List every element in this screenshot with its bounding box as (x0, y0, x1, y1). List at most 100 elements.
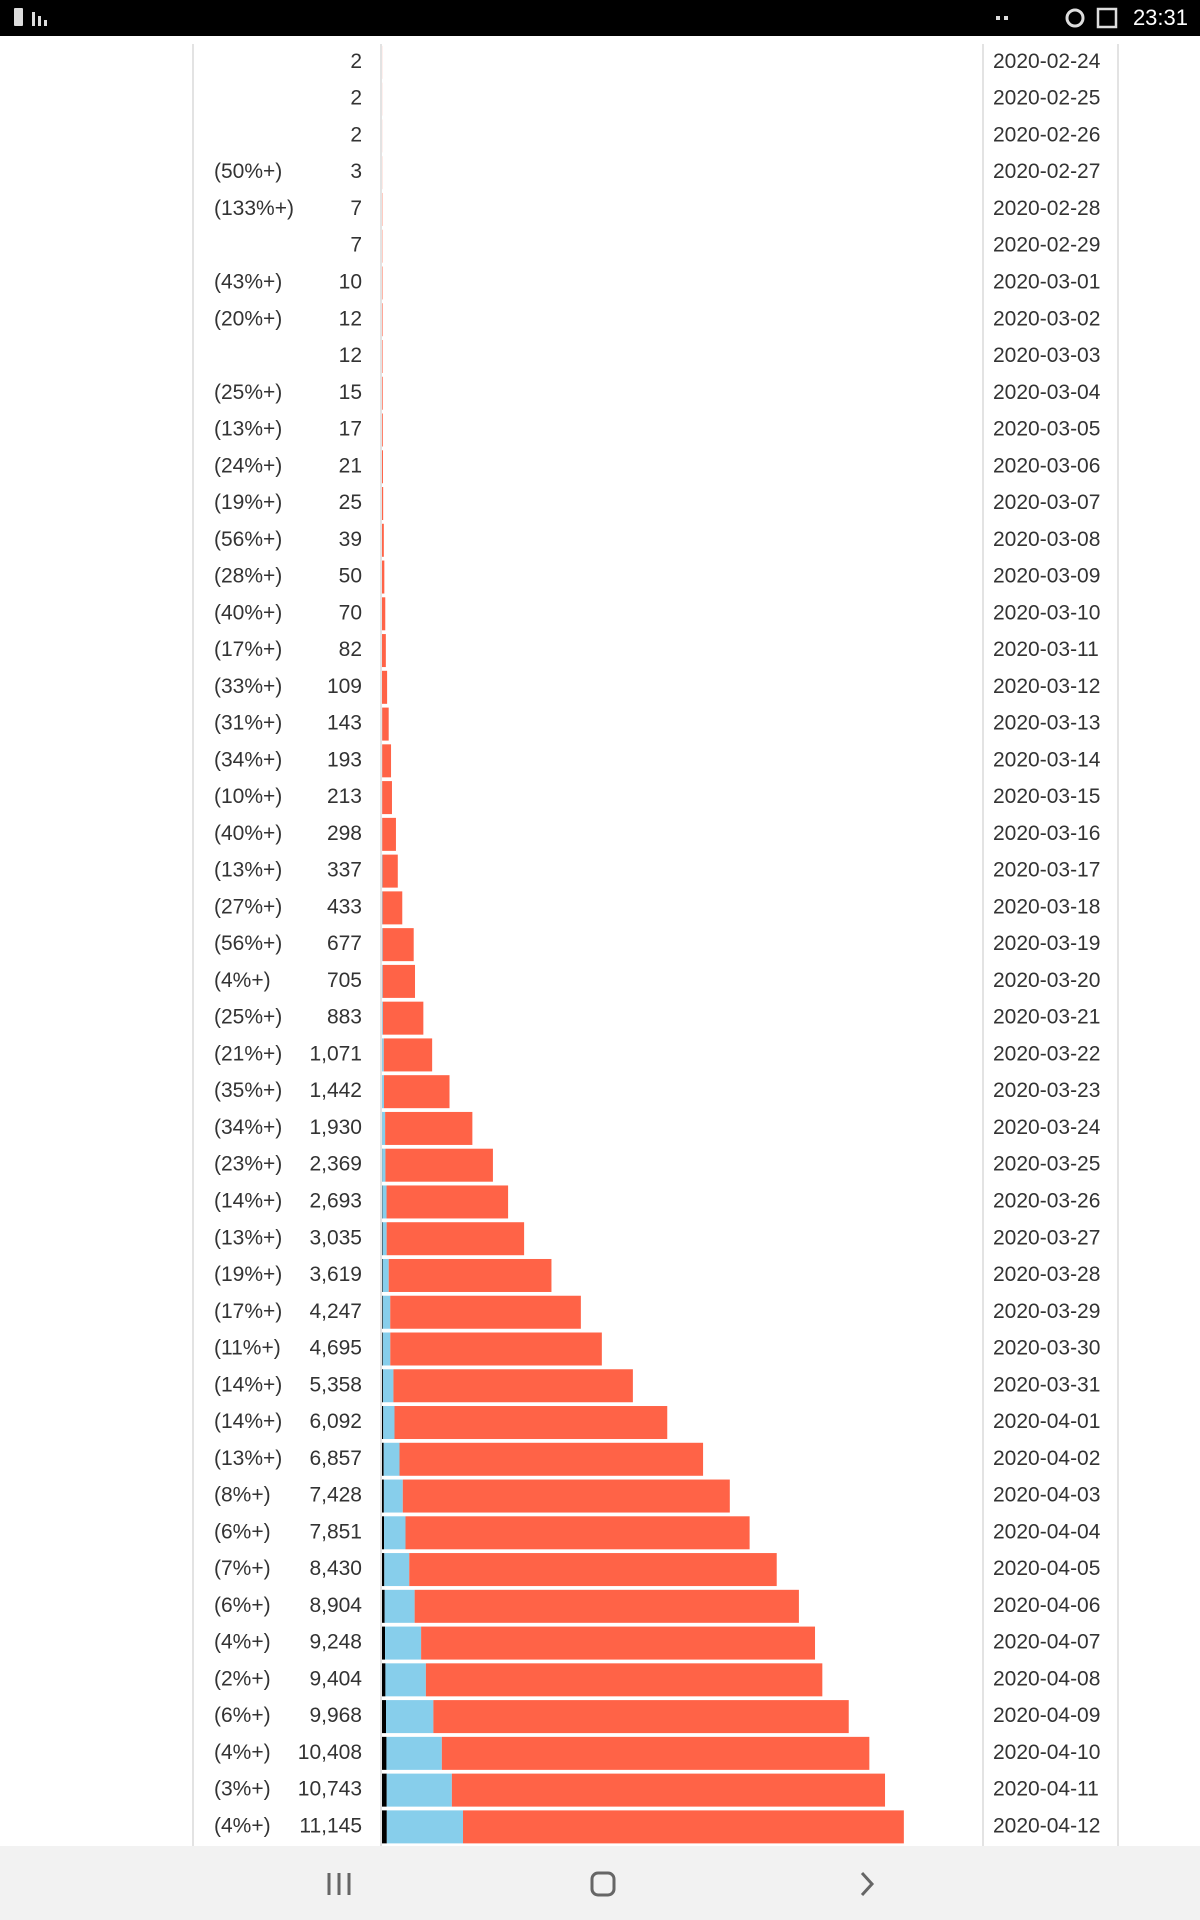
change-label: (133%+) (214, 197, 294, 220)
date-label: 2020-03-24 (993, 1116, 1101, 1139)
recovered-bar (382, 1111, 386, 1145)
recent-apps-button[interactable] (327, 1873, 351, 1895)
recovered-bar (385, 1626, 422, 1660)
date-label: 2020-03-17 (993, 859, 1100, 882)
date-label: 2020-04-12 (993, 1814, 1100, 1837)
total-label: 25 (339, 491, 362, 514)
change-label: (21%+) (214, 1042, 282, 1065)
total-label: 4,695 (309, 1337, 362, 1360)
total-label: 10,743 (298, 1778, 362, 1801)
date-label: 2020-03-05 (993, 418, 1100, 441)
deaths-bar (382, 1332, 383, 1366)
date-label: 2020-03-19 (993, 932, 1100, 955)
recovered-bar (386, 1773, 452, 1807)
active-bar (425, 1663, 823, 1697)
total-label: 2,693 (309, 1190, 362, 1213)
recovered-bar (382, 1185, 387, 1219)
recovered-bar (382, 1148, 386, 1182)
change-label: (43%+) (214, 271, 282, 294)
recovered-bar (384, 1553, 410, 1587)
back-button[interactable] (860, 1871, 875, 1897)
change-label: (13%+) (214, 1226, 282, 1249)
total-label: 15 (339, 381, 362, 404)
home-button[interactable] (590, 1871, 616, 1897)
change-label: (50%+) (214, 160, 282, 183)
active-bar (390, 1295, 581, 1329)
active-bar (382, 376, 383, 410)
active-bar (463, 1810, 904, 1844)
change-label: (56%+) (214, 932, 282, 955)
deaths-bar (382, 1736, 387, 1770)
total-label: 10 (339, 271, 362, 294)
change-label: (14%+) (214, 1410, 282, 1433)
recovered-bar (382, 1332, 391, 1366)
total-label: 82 (339, 638, 362, 661)
deaths-bar (382, 1663, 386, 1697)
active-bar (382, 303, 383, 337)
active-bar (382, 707, 389, 741)
active-bar (382, 413, 383, 447)
change-label: (24%+) (214, 454, 282, 477)
deaths-bar (382, 1406, 384, 1440)
active-bar (385, 1148, 493, 1182)
active-bar (382, 450, 383, 484)
date-label: 2020-04-01 (993, 1410, 1100, 1433)
change-label: (13%+) (214, 418, 282, 441)
date-label: 2020-04-10 (993, 1741, 1100, 1764)
total-label: 5,358 (309, 1373, 362, 1396)
total-label: 7,428 (309, 1484, 362, 1507)
recovered-bar (384, 1516, 406, 1550)
total-label: 3,035 (309, 1226, 362, 1249)
total-label: 39 (339, 528, 362, 551)
date-label: 2020-03-30 (993, 1337, 1100, 1360)
active-bar (382, 339, 383, 373)
active-bar (382, 817, 396, 851)
change-label: (40%+) (214, 601, 282, 624)
date-label: 2020-03-29 (993, 1300, 1100, 1323)
date-label: 2020-03-22 (993, 1042, 1100, 1065)
active-bar (382, 781, 392, 815)
total-label: 12 (339, 344, 362, 367)
total-label: 10,408 (298, 1741, 362, 1764)
total-label: 193 (327, 748, 362, 771)
date-label: 2020-04-06 (993, 1594, 1100, 1617)
deaths-bar (382, 1442, 384, 1476)
total-label: 8,904 (309, 1594, 362, 1617)
change-label: (4%+) (214, 1631, 271, 1654)
date-label: 2020-03-18 (993, 895, 1100, 918)
active-bar (382, 560, 385, 594)
active-bar (441, 1736, 870, 1770)
total-label: 9,248 (309, 1631, 362, 1654)
total-label: 883 (327, 1006, 362, 1029)
date-label: 2020-03-26 (993, 1190, 1100, 1213)
date-label: 2020-03-20 (993, 969, 1100, 992)
date-label: 2020-03-08 (993, 528, 1100, 551)
total-label: 2,369 (309, 1153, 362, 1176)
change-label: (4%+) (214, 1814, 271, 1837)
date-label: 2020-03-09 (993, 565, 1100, 588)
active-bar (386, 1222, 525, 1256)
change-label: (6%+) (214, 1594, 271, 1617)
date-label: 2020-03-04 (993, 381, 1101, 404)
recovered-bar (382, 1258, 389, 1292)
change-label: (17%+) (214, 638, 282, 661)
total-label: 298 (327, 822, 362, 845)
active-bar (385, 1111, 473, 1145)
active-bar (433, 1700, 849, 1734)
change-label: (56%+) (214, 528, 282, 551)
date-label: 2020-02-25 (993, 87, 1100, 110)
nav-bar (0, 1846, 1200, 1920)
recovered-bar (382, 1075, 384, 1109)
date-label: 2020-03-12 (993, 675, 1100, 698)
table: 2 2020-02-24 2 2020-02-25 2 2020-02-26 (50%+) 3… (214, 45, 1101, 1881)
total-label: 1,442 (309, 1079, 362, 1102)
recovered-bar (383, 1406, 395, 1440)
change-label: (10%+) (214, 785, 282, 808)
change-label: (6%+) (214, 1520, 271, 1543)
active-bar (382, 928, 414, 962)
recovered-bar (382, 891, 383, 925)
active-bar (383, 1038, 433, 1072)
total-label: 433 (327, 895, 362, 918)
